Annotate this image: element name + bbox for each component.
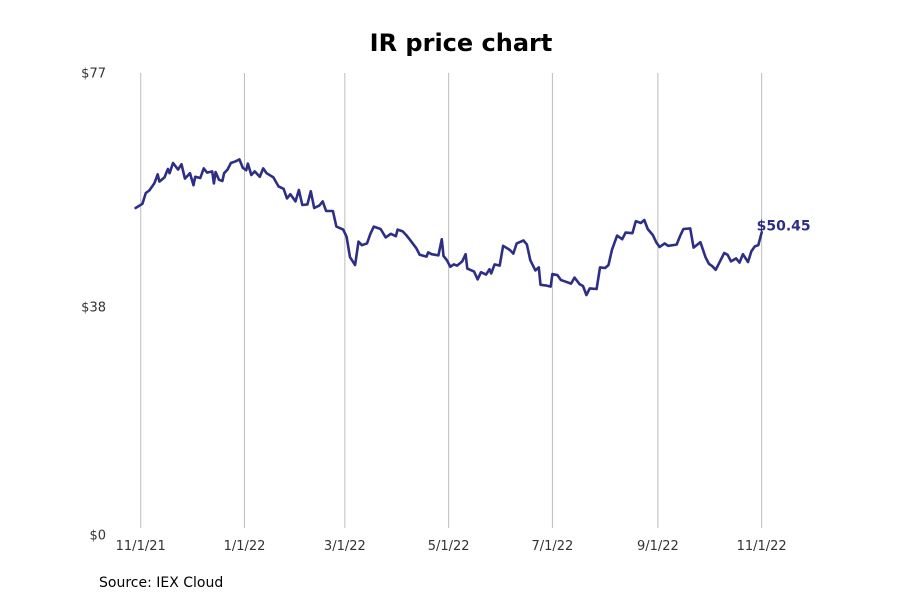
chart-title: IR price chart [370,29,553,57]
y-tick-label: $0 [89,529,106,544]
x-tick-label: 3/1/22 [324,539,366,554]
last-price-label: $50.45 [757,218,811,234]
grid-lines [140,73,763,528]
x-tick-label: 5/1/22 [428,539,470,554]
x-tick-label: 11/1/21 [116,539,166,554]
y-axis-ticks: $0 $38 $77 [81,67,106,544]
x-tick-label: 1/1/22 [224,539,266,554]
source-caption: Source: IEX Cloud [99,575,223,591]
x-tick-label: 9/1/22 [637,539,679,554]
x-tick-label: 7/1/22 [531,539,573,554]
x-axis-ticks: 11/1/21 1/1/22 3/1/22 5/1/22 7/1/22 9/1/22 11/… [116,539,787,554]
price-series-line [134,158,763,297]
y-tick-label: $77 [81,67,106,82]
y-tick-label: $38 [81,301,106,316]
x-tick-label: 11/1/22 [737,539,787,554]
